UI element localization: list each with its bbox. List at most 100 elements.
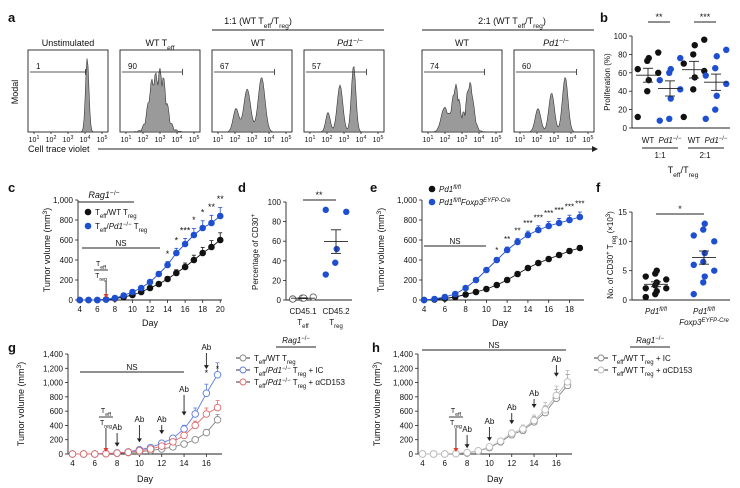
legend-marker-pd1 — [84, 222, 92, 230]
data-point — [712, 65, 719, 72]
x-tick-label-part: 4 — [481, 135, 484, 141]
x-axis-label: Day — [142, 318, 159, 328]
antibody-arrow-head — [486, 437, 492, 442]
x-tick-label: 8 — [463, 305, 468, 314]
x-tick-label: 103 — [339, 135, 350, 144]
x-tick-label: 105 — [373, 135, 384, 144]
antibody-label: Ab — [112, 423, 122, 432]
injection-arrow-head — [453, 448, 459, 452]
data-point — [545, 222, 552, 230]
data-point — [173, 269, 180, 277]
x-label-foxp3-part: Foxp3 — [679, 318, 702, 327]
y-axis-label-part: 3 — [42, 211, 49, 215]
panel-g-tumor-growth: 0 200 400 600 800 1,000 1,200 1,400 4 6 8 10 12 14 16 T… — [16, 336, 346, 484]
x-tick-label-part: 2 — [447, 135, 450, 141]
x-tick-label-part: 10 — [46, 137, 54, 144]
data-point — [503, 276, 511, 284]
y-tick-label: 200 — [50, 436, 64, 445]
y-tick-label: 80 — [272, 218, 281, 227]
histogram-trace — [212, 77, 292, 133]
antibody-arrow-head — [464, 444, 470, 449]
y-axis-label-part: 3 — [606, 213, 612, 217]
antibody-arrow-head — [159, 430, 165, 435]
header-wt: WT — [251, 38, 265, 48]
legend-entry-part: reg — [645, 360, 654, 366]
data-point — [146, 278, 154, 286]
legend-entry: Teff/WT Treg + IC — [612, 354, 671, 366]
header-unstimulated: Unstimulated — [42, 38, 95, 48]
data-point — [530, 416, 538, 425]
data-point — [472, 288, 480, 296]
x-tick-label: 103 — [247, 135, 258, 144]
arrow-label-treg-part: T — [100, 420, 105, 427]
data-point — [644, 88, 651, 95]
legend-entry: Teff/WT Treg + αCD153 — [612, 366, 693, 378]
data-point — [202, 428, 211, 437]
y-tick-label: 400 — [60, 256, 74, 265]
data-point — [124, 448, 133, 456]
antibody-label: Ab — [201, 343, 211, 352]
antibody-arrow-head — [136, 438, 142, 443]
y-tick-label: 200 — [400, 436, 414, 445]
header-wt-teff-part: eff — [167, 45, 175, 52]
x-tick-label: 104 — [356, 135, 367, 144]
panel-d-letter: d — [238, 180, 246, 195]
x-tick-label-part: 5 — [380, 135, 383, 141]
data-point — [634, 65, 641, 73]
y-axis-label-part: ) — [16, 362, 26, 365]
x-axis-label: Cell trace violet — [28, 144, 90, 154]
data-point — [202, 389, 211, 398]
panel-title-part: Rag1 — [88, 190, 110, 200]
arrow-label-treg: Treg — [100, 420, 112, 430]
y-tick-label: 60 — [618, 69, 627, 78]
data-point — [216, 212, 224, 220]
x-tick-label-part: 3 — [70, 135, 73, 141]
header-pd1-part: −/− — [559, 38, 569, 45]
x-tick-label: 103 — [63, 135, 74, 144]
data-point — [420, 296, 428, 304]
legend-title-part: Rag1 — [282, 336, 301, 345]
x-tick-label-part: 10 — [121, 137, 129, 144]
x-tick-label-part: 5 — [104, 135, 107, 141]
y-tick-label: 0 — [623, 124, 628, 133]
data-point — [180, 425, 188, 433]
data-point — [711, 267, 718, 274]
legend-entry-part: reg — [298, 384, 307, 390]
gate-value-label: 90 — [128, 62, 137, 71]
histogram-trace — [514, 76, 594, 133]
y-tick-label: 1,200 — [393, 364, 414, 373]
legend-label-wt-part: eff — [100, 214, 107, 220]
arrow-label-treg: Treg — [450, 420, 462, 430]
x-tick-label: 10 — [135, 459, 144, 468]
x-tick-label: 10 — [128, 305, 137, 314]
y-axis-label: Percentage of CD30+ — [251, 214, 260, 291]
x-tick-label: 14 — [523, 305, 532, 314]
data-point — [68, 450, 77, 458]
data-point — [474, 447, 483, 455]
x-label-wt: WT — [688, 136, 701, 145]
legend-label-foxp3-part: EYFP-Cre — [483, 198, 511, 204]
data-point — [700, 279, 707, 286]
x-tick-label-part: 10 — [339, 137, 347, 144]
x-axis-label: Day — [137, 474, 154, 484]
header-ratio-2-1-part: ) — [543, 16, 546, 26]
data-point — [691, 42, 698, 49]
data-point — [164, 261, 171, 269]
antibody-label: Ab — [462, 425, 472, 434]
data-point — [191, 421, 199, 430]
sig-label: ** — [514, 226, 520, 235]
x-tick-label-part: 10 — [356, 137, 364, 144]
legend-label-pd1-part: / — [106, 222, 109, 231]
data-point — [514, 238, 521, 246]
sig-label: ** — [217, 194, 225, 204]
data-point — [191, 435, 199, 444]
legend-title-part: Rag1 — [636, 336, 655, 345]
data-point — [289, 295, 297, 303]
legend-label-pd1-part: reg — [139, 228, 148, 234]
legend-label-wt-part: /WT T — [106, 208, 128, 217]
header-ratio-1-1-part: ) — [289, 16, 292, 26]
y-tick-label: 400 — [400, 421, 414, 430]
antibody-arrow-head — [553, 372, 559, 377]
